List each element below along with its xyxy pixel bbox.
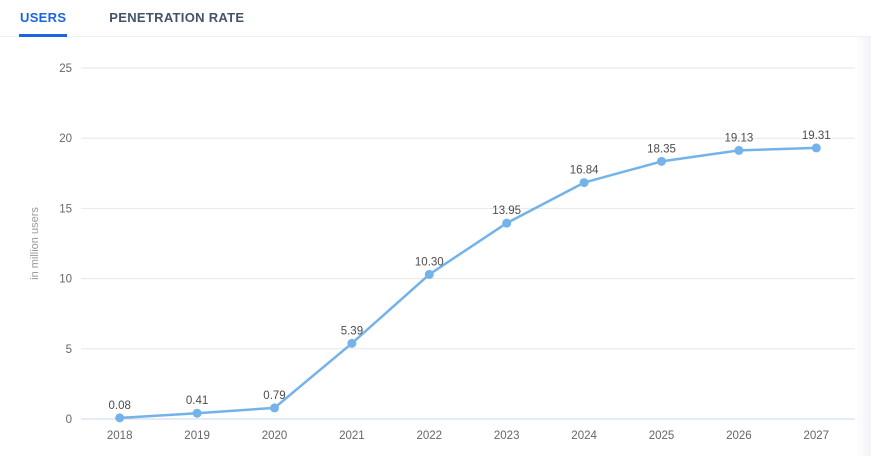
y-tick-label: 10 — [59, 274, 72, 286]
data-point-2026[interactable] — [734, 145, 744, 155]
x-tick-label: 2020 — [262, 430, 288, 442]
x-tick-label: 2025 — [649, 430, 675, 442]
data-label: 16.84 — [570, 165, 599, 177]
data-point-2019[interactable] — [192, 408, 202, 418]
data-point-2027[interactable] — [811, 143, 821, 153]
x-tick-label: 2026 — [726, 430, 752, 442]
y-axis-title: in million users — [29, 207, 41, 280]
tab-users[interactable]: USERS — [19, 0, 68, 37]
x-tick-label: 2024 — [571, 430, 597, 442]
x-tick-label: 2022 — [417, 430, 443, 442]
data-label: 19.13 — [725, 132, 754, 144]
x-tick-label: 2023 — [494, 430, 520, 442]
series-line — [118, 146, 818, 420]
data-point-2023[interactable] — [502, 218, 512, 228]
data-point-2021[interactable] — [347, 338, 357, 348]
y-tick-label: 15 — [59, 203, 72, 215]
data-point-2025[interactable] — [657, 156, 666, 166]
y-tick-label: 20 — [59, 133, 72, 145]
x-tick-label: 2019 — [184, 430, 210, 442]
x-tick-label: 2018 — [107, 430, 133, 442]
data-label: 10.30 — [415, 256, 444, 268]
data-point-2024[interactable] — [579, 178, 589, 188]
data-label: 0.79 — [263, 390, 285, 402]
data-label: 18.35 — [647, 143, 676, 155]
data-label: 19.31 — [802, 130, 831, 142]
data-point-2022[interactable] — [424, 269, 434, 279]
x-tick-label: 2021 — [339, 430, 365, 442]
y-tick-label: 0 — [66, 414, 72, 426]
tab-penetration-rate-label: PENETRATION RATE — [109, 9, 245, 25]
tab-bar: USERS PENETRATION RATE — [0, 0, 871, 37]
data-point-2020[interactable] — [270, 403, 279, 413]
x-tick-label: 2027 — [804, 430, 830, 442]
line-chart-area: 0 5 10 15 20 25 in million users 0.08 2018 0.41 20… — [0, 37, 871, 456]
y-tick-label: 25 — [59, 63, 72, 75]
tab-users-label: USERS — [20, 9, 67, 25]
data-label: 13.95 — [492, 205, 521, 217]
data-point-2018[interactable] — [115, 413, 125, 423]
y-tick-label: 5 — [66, 344, 72, 356]
data-label: 0.08 — [109, 400, 131, 412]
tab-penetration-rate[interactable]: PENETRATION RATE — [108, 0, 245, 36]
data-label: 0.41 — [186, 395, 208, 407]
active-tab-underline — [19, 34, 68, 37]
data-label: 5.39 — [341, 325, 363, 337]
